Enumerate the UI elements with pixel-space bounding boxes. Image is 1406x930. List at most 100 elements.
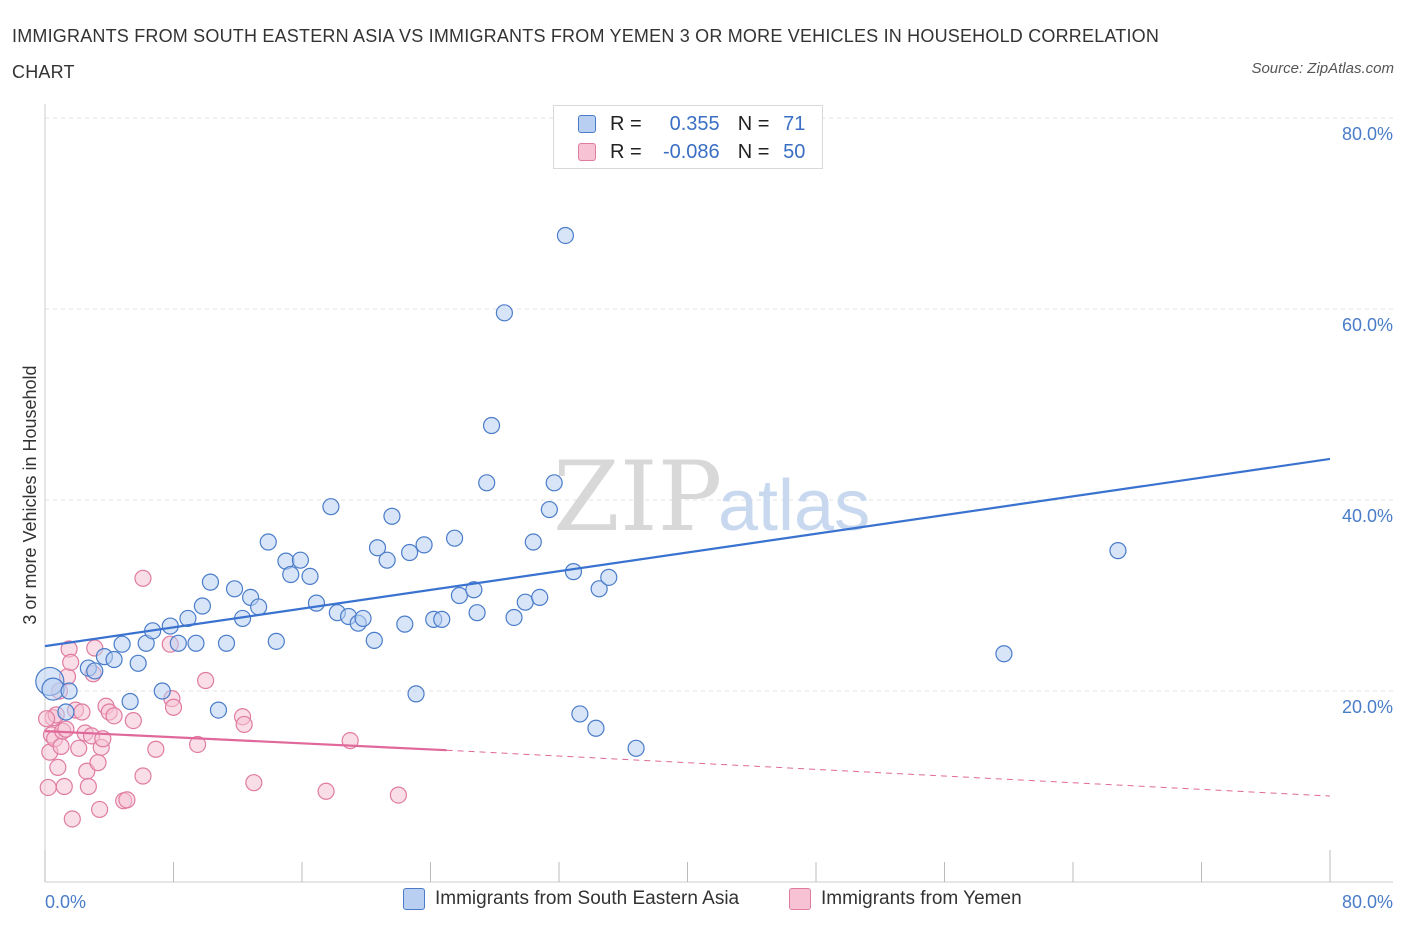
point-south-eastern-asia-38 <box>365 631 383 649</box>
point-yemen-46 <box>317 782 335 800</box>
point-south-eastern-asia-30 <box>291 551 309 569</box>
point-south-eastern-asia-5 <box>86 662 104 680</box>
point-yemen-37 <box>147 740 165 758</box>
point-south-eastern-asia-43 <box>401 543 419 562</box>
point-yemen-49 <box>38 710 56 728</box>
point-south-eastern-asia-22 <box>225 580 244 598</box>
point-south-eastern-asia-15 <box>169 634 187 652</box>
point-south-eastern-asia-25 <box>250 598 268 616</box>
point-yemen-31 <box>105 707 123 725</box>
legend-r-label: R = <box>610 112 642 135</box>
point-south-eastern-asia-63 <box>571 705 589 723</box>
legend-swatch-pink <box>578 143 596 161</box>
x-tick-right: 80.0% <box>1342 892 1393 912</box>
y-tick-label-2: 60.0% <box>1342 315 1393 335</box>
point-yemen-26 <box>91 800 109 819</box>
point-south-eastern-asia-37 <box>354 609 372 628</box>
point-yemen-48 <box>389 786 407 804</box>
bottom-legend-south-eastern-asia: Immigrants from South Eastern Asia <box>403 888 739 910</box>
point-south-eastern-asia-67 <box>627 739 645 757</box>
point-south-eastern-asia-62 <box>564 563 583 581</box>
trend-line-yemen-solid <box>44 730 447 752</box>
bottom-legend-label: Immigrants from Yemen <box>821 888 1022 909</box>
point-south-eastern-asia-50 <box>465 581 483 599</box>
point-yemen-18 <box>73 703 91 721</box>
point-south-eastern-asia-19 <box>201 573 220 591</box>
point-south-eastern-asia-52 <box>478 474 496 492</box>
point-south-eastern-asia-54 <box>495 304 513 322</box>
point-yemen-42 <box>197 671 215 690</box>
point-south-eastern-asia-55 <box>505 608 523 627</box>
legend-row-yemen: R = -0.086 N = 50 <box>578 139 805 165</box>
point-south-eastern-asia-60 <box>545 474 563 492</box>
tick-labels: 20.0% 40.0% 60.0% 80.0% <box>1342 124 1393 717</box>
point-yemen-33 <box>118 791 136 809</box>
point-yemen-34 <box>124 712 142 730</box>
point-south-eastern-asia-58 <box>531 588 549 607</box>
bottom-legend-label: Immigrants from South Eastern Asia <box>435 888 740 909</box>
point-south-eastern-asia-66 <box>600 568 618 586</box>
point-south-eastern-asia-26 <box>259 533 277 551</box>
point-south-eastern-asia-44 <box>407 685 425 703</box>
watermark-atlas: atlas <box>718 466 870 546</box>
point-yemen-10 <box>55 777 73 796</box>
point-south-eastern-asia-16 <box>179 609 197 628</box>
point-south-eastern-asia-29 <box>282 565 300 584</box>
point-south-eastern-asia-51 <box>468 604 486 622</box>
legend-swatch-blue <box>578 115 596 133</box>
data-points <box>35 226 1127 828</box>
point-yemen-40 <box>164 698 183 716</box>
point-yemen-14 <box>62 653 80 671</box>
point-south-eastern-asia-2 <box>57 703 75 721</box>
y-axis-label: 3 or more Vehicles in Household <box>20 365 40 624</box>
point-yemen-45 <box>245 774 263 792</box>
point-south-eastern-asia-61 <box>556 226 575 245</box>
legend-n-label: N = <box>737 112 770 135</box>
point-south-eastern-asia-57 <box>524 533 542 551</box>
point-south-eastern-asia-53 <box>482 416 501 435</box>
point-south-eastern-asia-59 <box>540 500 558 519</box>
bottom-legend-swatch-pink <box>789 888 811 910</box>
legend-row-south-eastern-asia: R = 0.355 N = 71 <box>578 111 805 137</box>
point-south-eastern-asia-18 <box>193 597 212 615</box>
bottom-legend-yemen: Immigrants from Yemen <box>789 888 1022 910</box>
point-yemen-8 <box>52 737 70 755</box>
point-yemen-35 <box>134 767 152 785</box>
stats-legend: R = 0.355 N = 71 R = -0.086 N = 50 <box>553 105 823 169</box>
point-yemen-11 <box>57 720 75 738</box>
legend-r-label: R = <box>610 140 642 163</box>
point-south-eastern-asia-27 <box>267 632 285 650</box>
x-tick-left: 0.0% <box>45 892 86 912</box>
point-south-eastern-asia-32 <box>307 594 326 612</box>
trend-line-yemen-dashed <box>446 749 1331 797</box>
bottom-legend-swatch-blue <box>403 888 425 910</box>
point-south-eastern-asia-48 <box>445 529 464 547</box>
watermark: ZIP atlas <box>553 441 870 553</box>
point-south-eastern-asia-69 <box>1109 542 1127 560</box>
point-south-eastern-asia-45 <box>415 536 433 554</box>
point-south-eastern-asia-65 <box>590 580 608 598</box>
point-south-eastern-asia-9 <box>121 692 139 711</box>
legend-n-label: N = <box>737 140 770 163</box>
point-south-eastern-asia-49 <box>450 586 469 605</box>
point-south-eastern-asia-7 <box>105 650 123 669</box>
legend-r-value: 0.355 <box>669 112 720 135</box>
y-tick-label-1: 40.0% <box>1342 506 1393 526</box>
trend-lines <box>44 457 1331 797</box>
trend-line-south-eastern-asia <box>44 457 1331 648</box>
point-yemen-17 <box>70 739 88 757</box>
point-south-eastern-asia-33 <box>322 498 340 516</box>
watermark-zip: ZIP <box>553 441 722 553</box>
point-south-eastern-asia-21 <box>217 634 236 652</box>
point-south-eastern-asia-41 <box>383 507 401 525</box>
y-tick-label-3: 80.0% <box>1342 124 1393 144</box>
point-south-eastern-asia-20 <box>209 701 228 719</box>
chart-title: IMMIGRANTS FROM SOUTH EASTERN ASIA VS IM… <box>12 26 1160 82</box>
point-south-eastern-asia-47 <box>433 610 451 628</box>
point-yemen-44 <box>235 715 253 734</box>
point-south-eastern-asia-3 <box>60 682 78 700</box>
point-south-eastern-asia-68 <box>995 645 1013 663</box>
point-south-eastern-asia-13 <box>153 682 171 700</box>
point-yemen-21 <box>79 777 97 796</box>
